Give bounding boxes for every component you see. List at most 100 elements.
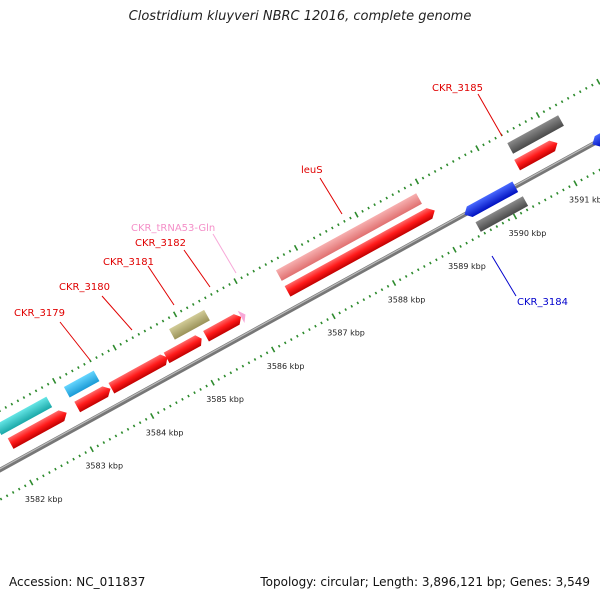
- major-tick: [415, 178, 419, 184]
- gene-ckr3181-arrow[interactable]: [108, 352, 170, 393]
- minor-tick: [248, 361, 251, 364]
- minor-tick: [210, 293, 213, 296]
- kbp-label: 3584 kbp: [146, 428, 184, 437]
- minor-tick: [6, 494, 9, 497]
- minor-tick: [471, 238, 474, 241]
- minor-tick: [568, 185, 571, 188]
- minor-tick: [157, 411, 160, 414]
- kbp-label: 3585 kbp: [206, 395, 244, 404]
- label-ckr3182[interactable]: CKR_3182: [135, 238, 186, 249]
- minor-tick: [387, 285, 390, 288]
- minor-tick: [592, 172, 595, 175]
- minor-tick: [109, 438, 112, 441]
- inner-tick-row: [0, 144, 600, 506]
- minor-tick: [512, 127, 515, 130]
- minor-tick: [278, 345, 281, 348]
- minor-tick: [204, 296, 207, 299]
- minor-tick: [119, 343, 122, 346]
- minor-tick: [223, 375, 226, 378]
- minor-tick: [573, 94, 576, 97]
- minor-tick: [252, 270, 255, 273]
- minor-tick: [344, 308, 347, 311]
- minor-tick: [17, 399, 20, 402]
- minor-tick: [101, 353, 104, 356]
- cog-leus[interactable]: [276, 193, 422, 281]
- label-ckr3184[interactable]: CKR_3184: [517, 297, 568, 308]
- major-tick: [392, 280, 396, 286]
- leader-ckr3184: [492, 256, 516, 296]
- kbp-label: 3583 kbp: [85, 462, 123, 471]
- minor-tick: [169, 405, 172, 408]
- minor-tick: [139, 421, 142, 424]
- minor-tick: [435, 258, 438, 261]
- kbp-label: 3590 kbp: [509, 229, 547, 238]
- minor-tick: [477, 235, 480, 238]
- minor-tick: [385, 197, 388, 200]
- minor-tick: [271, 260, 274, 263]
- major-tick: [211, 380, 215, 386]
- minor-tick: [35, 389, 38, 392]
- minor-tick: [434, 170, 437, 173]
- major-tick: [573, 180, 577, 186]
- minor-tick: [561, 100, 564, 103]
- minor-tick: [381, 288, 384, 291]
- minor-tick: [373, 203, 376, 206]
- minor-tick: [526, 208, 529, 211]
- minor-tick: [83, 363, 86, 366]
- label-trna[interactable]: CKR_tRNA53-Gln: [131, 223, 215, 234]
- minor-tick: [452, 160, 455, 163]
- label-ckr3181[interactable]: CKR_3181: [103, 257, 154, 268]
- major-tick: [294, 245, 298, 251]
- kbp-label: 3587 kbp: [327, 329, 365, 338]
- minor-tick: [525, 120, 528, 123]
- minor-tick: [441, 255, 444, 258]
- minor-tick: [458, 157, 461, 160]
- minor-tick: [54, 468, 57, 471]
- genome-summary: Topology: circular; Length: 3,896,121 bp…: [260, 575, 590, 589]
- minor-tick: [265, 263, 268, 266]
- minor-tick: [367, 207, 370, 210]
- minor-tick: [459, 245, 462, 248]
- minor-tick: [538, 202, 541, 205]
- minor-tick: [162, 320, 165, 323]
- kbp-label: 3586 kbp: [267, 362, 305, 371]
- minor-tick: [567, 97, 570, 100]
- major-tick: [173, 311, 177, 317]
- minor-tick: [72, 458, 75, 461]
- minor-tick: [277, 256, 280, 259]
- minor-tick: [246, 273, 249, 276]
- minor-tick: [349, 217, 352, 220]
- minor-tick: [350, 305, 353, 308]
- major-tick: [475, 145, 479, 151]
- backbone: [0, 123, 600, 479]
- minor-tick: [180, 310, 183, 313]
- minor-tick: [379, 200, 382, 203]
- minor-tick: [240, 276, 243, 279]
- minor-tick: [84, 451, 87, 454]
- minor-tick: [193, 391, 196, 394]
- minor-tick: [125, 340, 128, 343]
- major-tick: [331, 313, 335, 319]
- minor-tick: [192, 303, 195, 306]
- label-ckr3185[interactable]: CKR_3185: [432, 83, 483, 94]
- minor-tick: [490, 228, 493, 231]
- minor-tick: [314, 325, 317, 328]
- minor-tick: [18, 488, 21, 491]
- minor-tick: [405, 275, 408, 278]
- label-ckr3179[interactable]: CKR_3179: [14, 308, 65, 319]
- label-ckr3180[interactable]: CKR_3180: [59, 282, 110, 293]
- minor-tick: [446, 163, 449, 166]
- gene-leus-arrow[interactable]: [285, 205, 438, 296]
- minor-tick: [12, 491, 15, 494]
- kbp-label: 3589 kbp: [448, 262, 486, 271]
- leader-leus: [320, 178, 342, 214]
- genome-map: 3582 kbp3583 kbp3584 kbp3585 kbp3586 kbp…: [0, 0, 600, 600]
- minor-tick: [0, 498, 2, 501]
- minor-tick: [181, 398, 184, 401]
- major-tick: [150, 413, 154, 419]
- minor-tick: [36, 478, 39, 481]
- minor-tick: [150, 326, 153, 329]
- label-leus[interactable]: leuS: [301, 165, 323, 176]
- leader-ckr3179: [60, 322, 90, 360]
- minor-tick: [131, 336, 134, 339]
